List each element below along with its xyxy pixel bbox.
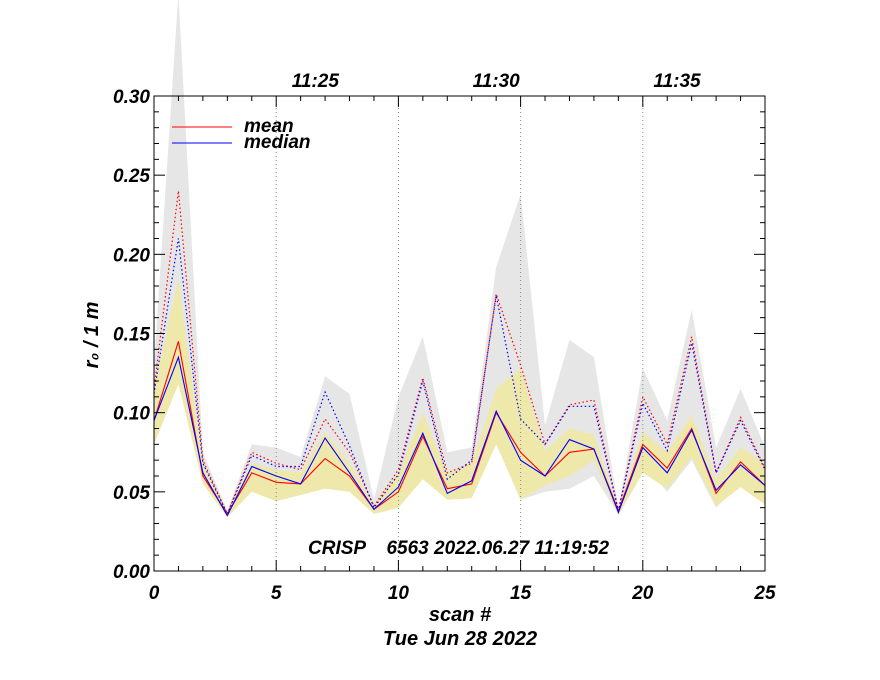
series-median-upper [153,238,766,516]
chart-annotation: CRISP 6563 2022.06.27 11:19:52 [308,538,609,559]
y-tick-label-6: 0.30 [113,87,150,108]
x-tick-label-4: 20 [631,583,654,604]
legend: mean median [172,116,311,153]
x-tick-label-1: 5 [271,583,282,604]
y-tick-label-0: 0.00 [113,562,150,583]
series-layer [153,190,766,517]
top-time-label-2: 11:35 [653,71,701,92]
series-mean [153,341,766,516]
y-axis-title: r₀ / 1 m [81,302,103,369]
x-tick-label-5: 25 [753,583,776,604]
x-tick-label-0: 0 [149,583,160,604]
legend-median-label: median [244,132,311,153]
grid-layer [275,96,644,571]
y-tick-label-3: 0.15 [113,325,150,346]
top-time-label-0: 11:25 [292,71,340,92]
top-time-label-1: 11:30 [473,71,521,92]
y-tick-label-4: 0.20 [113,245,150,266]
x-tick-label-3: 15 [510,583,532,604]
series-median [153,355,766,517]
x-axis-title: scan # [429,604,492,626]
legend-mean-label: mean [244,116,294,137]
footer-date: Tue Jun 28 2022 [383,628,537,650]
y-tick-label-5: 0.25 [113,166,150,187]
y-tick-label-2: 0.10 [113,404,150,425]
ticks-layer [153,95,766,572]
plot-frame [153,95,766,572]
y-tick-label-1: 0.05 [113,483,150,504]
labels-layer: 0 5 10 15 20 25 0.00 0.05 0.10 0.15 0.20 0.25 0.30 11… [113,71,776,604]
x-tick-label-2: 10 [388,583,410,604]
